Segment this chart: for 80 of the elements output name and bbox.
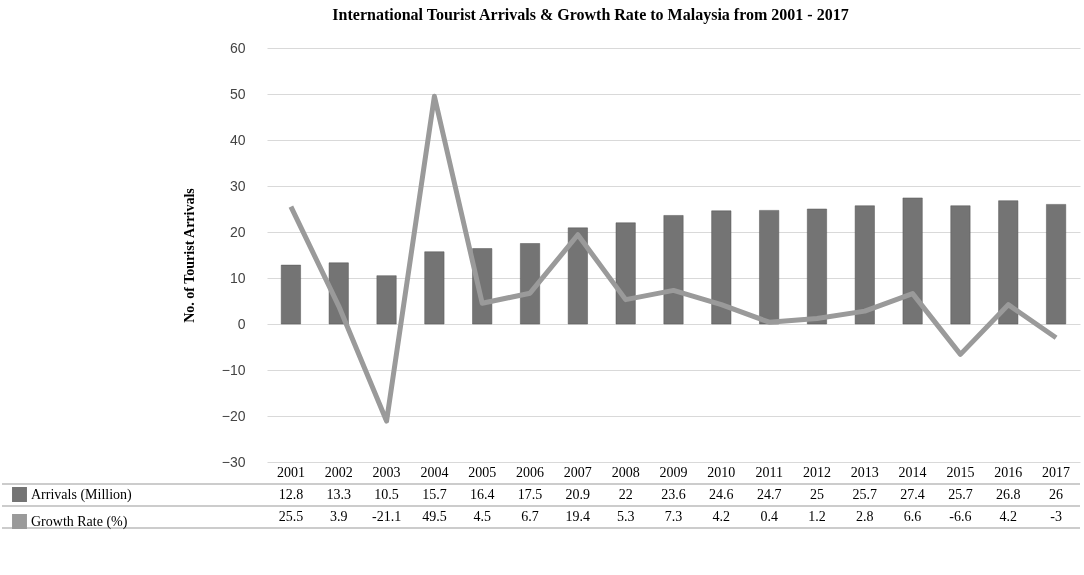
bar — [902, 197, 923, 325]
data-label: 17.5 — [517, 487, 543, 502]
data-label: 49.5 — [422, 509, 447, 524]
data-label: 1.2 — [808, 509, 826, 524]
x-tick-label: 2013 — [850, 465, 879, 480]
y-tick-label: 0 — [237, 315, 246, 332]
y-tick-label: 20 — [229, 223, 246, 240]
y-tick-label: 40 — [229, 131, 246, 148]
x-tick-label: 2002 — [324, 465, 353, 480]
bar — [376, 275, 397, 325]
x-tick-label: 2009 — [659, 465, 688, 480]
y-tick-label: −10 — [221, 361, 246, 378]
data-label: -21.1 — [371, 509, 402, 524]
data-label: -6.6 — [949, 509, 972, 524]
x-tick-label: 2015 — [946, 465, 975, 480]
y-axis-title: No. of Tourist Arrivals — [181, 187, 197, 323]
bar — [520, 243, 540, 325]
x-tick-label: 2008 — [611, 465, 640, 480]
data-label: 4.5 — [473, 509, 491, 524]
bar — [759, 210, 780, 325]
data-label: 25 — [809, 487, 824, 502]
data-label: 6.7 — [521, 509, 539, 524]
data-label: 24.6 — [709, 487, 734, 502]
y-tick-label: 60 — [229, 39, 246, 56]
x-tick-label: 2004 — [420, 465, 449, 480]
bar — [567, 227, 588, 325]
data-label: 20.9 — [565, 487, 591, 502]
x-tick-label: 2017 — [1042, 465, 1071, 480]
bar — [280, 264, 301, 325]
x-tick-label: 2012 — [802, 465, 831, 480]
data-label: 3.9 — [329, 509, 348, 524]
y-tick-label: 50 — [229, 85, 246, 102]
x-tick-label: 2003 — [372, 465, 401, 480]
data-label: 4.2 — [712, 509, 731, 524]
x-tick-label: 2001 — [276, 465, 305, 480]
data-label: 2.8 — [856, 509, 874, 524]
data-label: 26.8 — [996, 487, 1021, 502]
data-label: 24.7 — [756, 487, 782, 502]
legend-label: Arrivals (Million) — [31, 486, 133, 503]
data-label: 10.5 — [374, 487, 399, 502]
data-label: 4.2 — [999, 509, 1018, 524]
y-tick-label: −30 — [221, 453, 246, 470]
legend-label: Growth Rate (%) — [31, 513, 128, 530]
x-tick-label: 2007 — [563, 465, 592, 480]
bar — [854, 205, 875, 325]
x-tick-label: 2010 — [707, 465, 736, 480]
y-tick-label: −20 — [221, 407, 246, 424]
data-label: 23.6 — [661, 487, 686, 502]
data-label: 27.4 — [900, 487, 925, 502]
x-tick-label: 2016 — [994, 465, 1023, 480]
bar — [807, 208, 827, 325]
y-tick-label: 10 — [229, 269, 246, 286]
data-label: 22 — [618, 487, 633, 502]
bar — [711, 210, 732, 325]
data-label: 0.4 — [760, 509, 778, 524]
data-label: 25.7 — [948, 487, 973, 502]
data-label: 25.7 — [852, 487, 878, 502]
data-label: 12.8 — [278, 487, 304, 502]
data-label: 5.3 — [616, 509, 635, 524]
data-label: 19.4 — [565, 509, 591, 524]
bar — [998, 200, 1019, 325]
chart-title: International Tourist Arrivals & Growth Rate to Malaysia from 2001 - 2017 — [332, 6, 849, 24]
data-label: 25.5 — [278, 509, 304, 524]
x-tick-label: 2005 — [468, 465, 497, 480]
bar — [663, 215, 684, 325]
data-label: 7.3 — [664, 509, 683, 524]
bar — [424, 251, 445, 325]
bar — [1046, 204, 1067, 325]
data-label: -3 — [1050, 509, 1062, 524]
y-tick-label: 30 — [229, 177, 246, 194]
data-label: 6.6 — [903, 509, 922, 524]
data-label: 26 — [1049, 487, 1064, 502]
bar — [950, 205, 971, 325]
x-tick-label: 2006 — [516, 465, 545, 480]
bar — [615, 222, 636, 325]
data-label: 13.3 — [326, 487, 351, 502]
x-tick-label: 2011 — [755, 465, 783, 480]
data-label: 16.4 — [469, 487, 495, 502]
data-label: 15.7 — [422, 487, 447, 502]
x-tick-label: 2014 — [898, 465, 927, 480]
